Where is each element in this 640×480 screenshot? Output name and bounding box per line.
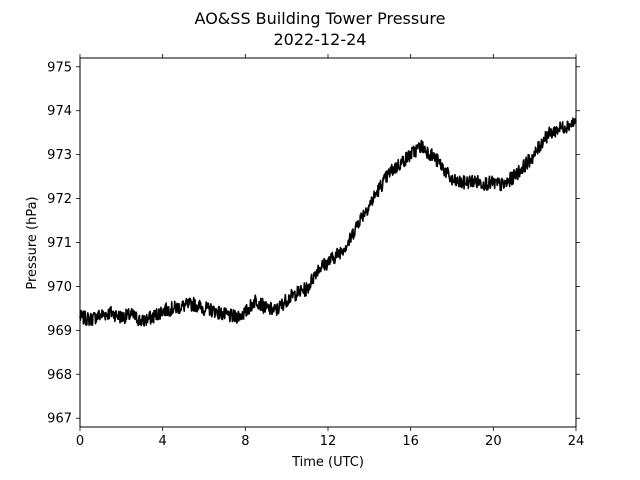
- pressure-series-line: [79, 117, 577, 327]
- x-axis-label: Time (UTC): [291, 455, 364, 470]
- y-tick-label: 967: [47, 412, 72, 427]
- y-tick-label: 968: [47, 368, 72, 383]
- plot-frame: [79, 57, 577, 428]
- y-tick-label: 971: [47, 236, 72, 251]
- y-tick-label: 970: [47, 280, 72, 295]
- chart-title: AO&SS Building Tower Pressure: [195, 9, 446, 28]
- x-tick-label: 20: [485, 434, 502, 449]
- y-tick-label: 975: [47, 60, 72, 75]
- y-tick-label: 973: [47, 148, 72, 163]
- x-tick-label: 16: [402, 434, 419, 449]
- y-tick-label: 974: [47, 104, 72, 119]
- chart-subtitle: 2022-12-24: [274, 30, 367, 49]
- x-tick-label: 24: [568, 434, 585, 449]
- y-tick-label: 972: [47, 192, 72, 207]
- x-tick-label: 8: [241, 434, 249, 449]
- x-tick-label: 12: [320, 434, 337, 449]
- x-tick-label: 4: [159, 434, 167, 449]
- plot-area: 0 4 8 12 16 20 24 967 968 969 970 971 972 973 974 975: [47, 54, 584, 449]
- y-tick-label: 969: [47, 324, 72, 339]
- y-axis-label: Pressure (hPa): [25, 196, 40, 289]
- x-tick-label: 0: [76, 434, 84, 449]
